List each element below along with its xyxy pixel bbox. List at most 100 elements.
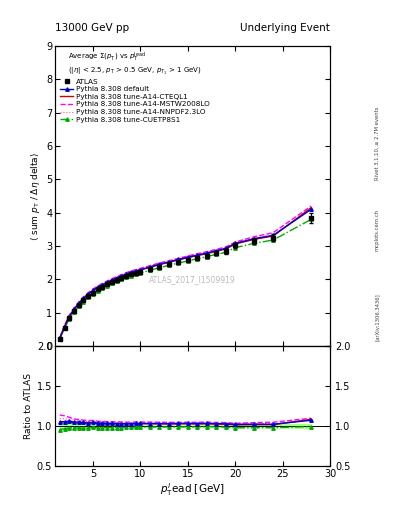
Pythia 8.308 tune-A14-NNPDF2.3LO [105,279,110,285]
Pythia 8.308 tune-A14-NNPDF2.3LO [100,281,105,287]
Pythia 8.308 tune-A14-CTEQL1 [95,285,100,291]
Legend: ATLAS, Pythia 8.308 default, Pythia 8.308 tune-A14-CTEQL1, Pythia 8.308 tune-A14: ATLAS, Pythia 8.308 default, Pythia 8.30… [59,50,211,124]
Pythia 8.308 tune-A14-NNPDF2.3LO [67,313,72,319]
Pythia 8.308 default [129,269,133,275]
Pythia 8.308 tune-A14-CTEQL1 [105,280,110,286]
Pythia 8.308 tune-A14-MSTW2008LO [204,249,209,255]
Pythia 8.308 tune-CUETP8S1 [176,260,181,266]
Pythia 8.308 tune-A14-NNPDF2.3LO [204,249,209,255]
Pythia 8.308 tune-A14-CTEQL1 [195,252,200,259]
Pythia 8.308 tune-CUETP8S1 [271,237,275,243]
Pythia 8.308 tune-A14-NNPDF2.3LO [57,335,62,341]
Text: [arXiv:1306.3436]: [arXiv:1306.3436] [375,293,380,342]
Pythia 8.308 tune-A14-CTEQL1 [147,264,152,270]
Pythia 8.308 tune-CUETP8S1 [86,294,90,301]
Pythia 8.308 tune-A14-CTEQL1 [157,262,162,268]
Pythia 8.308 tune-A14-NNPDF2.3LO [133,267,138,273]
Pythia 8.308 tune-A14-CTEQL1 [62,324,67,330]
Pythia 8.308 tune-CUETP8S1 [57,336,62,342]
Pythia 8.308 tune-CUETP8S1 [129,272,133,279]
Pythia 8.308 default [214,248,219,254]
Pythia 8.308 tune-CUETP8S1 [91,291,95,297]
Pythia 8.308 tune-A14-NNPDF2.3LO [309,206,314,212]
Pythia 8.308 tune-A14-CTEQL1 [167,259,171,265]
Pythia 8.308 tune-A14-NNPDF2.3LO [95,284,100,290]
Pythia 8.308 tune-A14-MSTW2008LO [57,334,62,340]
Pythia 8.308 default [233,240,238,246]
Pythia 8.308 tune-A14-MSTW2008LO [119,271,124,278]
Pythia 8.308 tune-A14-CTEQL1 [67,314,72,320]
Pythia 8.308 tune-A14-MSTW2008LO [81,294,86,300]
Pythia 8.308 default [72,306,76,312]
Pythia 8.308 default [271,232,275,239]
Pythia 8.308 tune-A14-MSTW2008LO [252,233,257,240]
Pythia 8.308 tune-A14-NNPDF2.3LO [271,232,275,238]
Pythia 8.308 tune-A14-NNPDF2.3LO [76,300,81,306]
Pythia 8.308 tune-CUETP8S1 [62,325,67,331]
Pythia 8.308 tune-A14-NNPDF2.3LO [110,276,114,283]
Pythia 8.308 tune-CUETP8S1 [167,262,171,268]
Pythia 8.308 tune-CUETP8S1 [157,265,162,271]
Pythia 8.308 tune-A14-CTEQL1 [119,273,124,280]
Pythia 8.308 tune-A14-CTEQL1 [309,205,314,211]
Pythia 8.308 default [67,313,72,319]
Pythia 8.308 tune-A14-MSTW2008LO [105,278,110,284]
Pythia 8.308 tune-A14-MSTW2008LO [271,229,275,236]
Pythia 8.308 tune-CUETP8S1 [100,285,105,291]
Text: Underlying Event: Underlying Event [240,23,330,33]
Pythia 8.308 default [309,206,314,212]
Pythia 8.308 tune-CUETP8S1 [76,303,81,309]
Text: Rivet 3.1.10, ≥ 2.7M events: Rivet 3.1.10, ≥ 2.7M events [375,106,380,180]
Pythia 8.308 tune-A14-MSTW2008LO [214,246,219,252]
Pythia 8.308 tune-A14-NNPDF2.3LO [86,290,90,296]
Pythia 8.308 tune-A14-MSTW2008LO [133,267,138,273]
Pythia 8.308 tune-A14-CTEQL1 [86,291,90,297]
Pythia 8.308 tune-CUETP8S1 [204,253,209,260]
Pythia 8.308 tune-A14-MSTW2008LO [100,280,105,286]
Pythia 8.308 default [195,252,200,258]
Pythia 8.308 default [157,261,162,267]
Pythia 8.308 tune-CUETP8S1 [81,298,86,305]
Pythia 8.308 tune-A14-CTEQL1 [76,301,81,307]
Pythia 8.308 tune-CUETP8S1 [214,251,219,258]
Pythia 8.308 tune-CUETP8S1 [119,276,124,283]
Pythia 8.308 tune-A14-MSTW2008LO [138,265,143,271]
Y-axis label: Ratio to ATLAS: Ratio to ATLAS [24,373,33,439]
Pythia 8.308 tune-A14-CTEQL1 [214,248,219,254]
Pythia 8.308 tune-A14-MSTW2008LO [95,283,100,289]
Line: Pythia 8.308 default: Pythia 8.308 default [58,207,313,340]
Pythia 8.308 tune-CUETP8S1 [95,288,100,294]
Y-axis label: $\langle$ sum $p_{\rm T}$ / $\Delta\eta$ delta$\rangle$: $\langle$ sum $p_{\rm T}$ / $\Delta\eta$… [29,152,42,241]
Pythia 8.308 tune-A14-MSTW2008LO [86,290,90,296]
Pythia 8.308 tune-A14-NNPDF2.3LO [223,245,228,251]
Pythia 8.308 tune-CUETP8S1 [195,255,200,262]
Pythia 8.308 tune-A14-NNPDF2.3LO [81,294,86,301]
Pythia 8.308 tune-A14-MSTW2008LO [91,286,95,292]
Pythia 8.308 default [105,279,110,285]
Pythia 8.308 tune-CUETP8S1 [114,278,119,284]
Pythia 8.308 tune-A14-MSTW2008LO [157,260,162,266]
Pythia 8.308 tune-A14-NNPDF2.3LO [124,270,129,276]
Text: ATLAS_2017_I1509919: ATLAS_2017_I1509919 [149,275,236,285]
X-axis label: $p_{\rm T}^{l}{\rm ead}$ [GeV]: $p_{\rm T}^{l}{\rm ead}$ [GeV] [160,481,225,498]
Pythia 8.308 default [95,284,100,290]
Pythia 8.308 tune-A14-NNPDF2.3LO [176,256,181,262]
Pythia 8.308 default [252,236,257,242]
Pythia 8.308 default [176,257,181,263]
Pythia 8.308 tune-A14-MSTW2008LO [114,273,119,280]
Pythia 8.308 tune-A14-NNPDF2.3LO [129,269,133,275]
Pythia 8.308 tune-A14-MSTW2008LO [176,255,181,262]
Pythia 8.308 tune-A14-CTEQL1 [138,267,143,273]
Pythia 8.308 default [76,300,81,306]
Pythia 8.308 tune-A14-NNPDF2.3LO [252,235,257,241]
Pythia 8.308 tune-CUETP8S1 [252,240,257,246]
Pythia 8.308 tune-A14-MSTW2008LO [185,253,190,259]
Pythia 8.308 tune-A14-NNPDF2.3LO [195,251,200,258]
Pythia 8.308 default [204,250,209,256]
Line: Pythia 8.308 tune-A14-NNPDF2.3LO: Pythia 8.308 tune-A14-NNPDF2.3LO [60,209,311,338]
Pythia 8.308 default [86,291,90,297]
Pythia 8.308 tune-A14-CTEQL1 [204,250,209,257]
Pythia 8.308 tune-A14-MSTW2008LO [309,203,314,209]
Pythia 8.308 tune-CUETP8S1 [223,249,228,255]
Pythia 8.308 default [223,245,228,251]
